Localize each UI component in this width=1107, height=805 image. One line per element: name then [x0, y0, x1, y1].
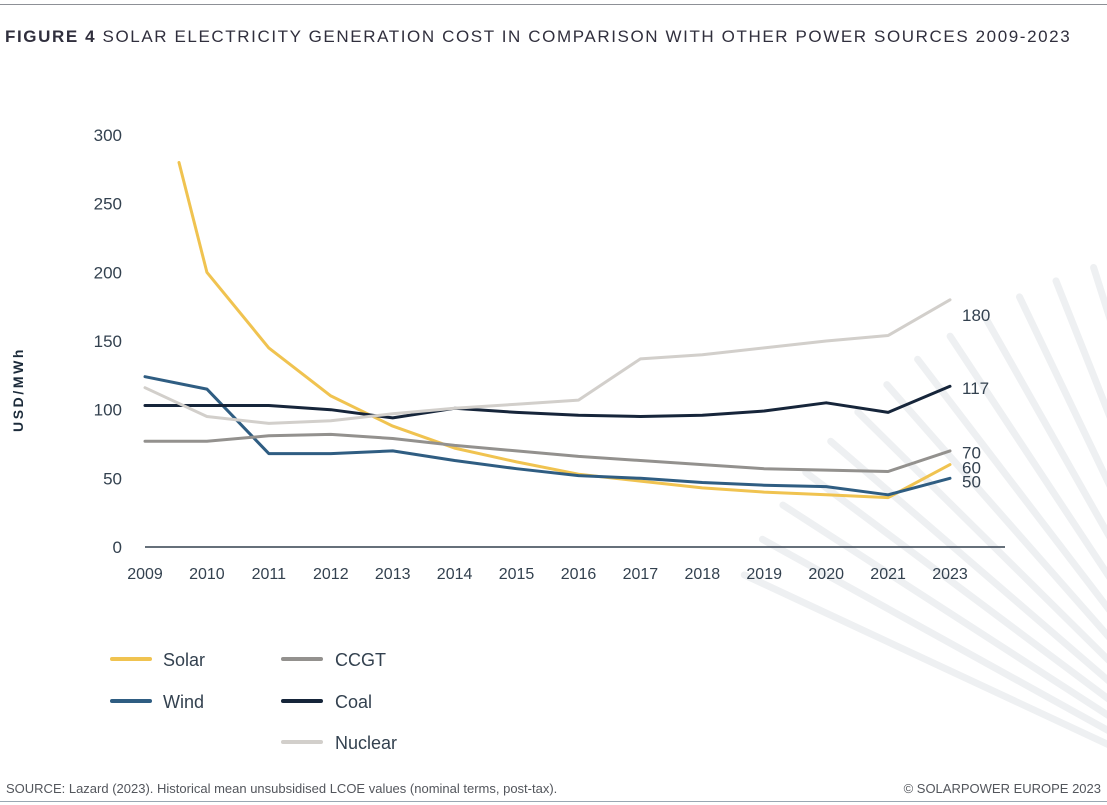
svg-text:2020: 2020: [808, 566, 844, 583]
svg-text:50: 50: [962, 473, 981, 492]
svg-text:50: 50: [103, 469, 122, 488]
svg-text:© SOLARPOWER EUROPE 2023: © SOLARPOWER EUROPE 2023: [904, 781, 1101, 796]
svg-text:SOURCE: Lazard (2023). Histori: SOURCE: Lazard (2023). Historical mean u…: [6, 781, 557, 796]
svg-text:Wind: Wind: [163, 692, 204, 712]
svg-text:2023: 2023: [932, 566, 968, 583]
svg-text:180: 180: [962, 306, 990, 325]
svg-text:2017: 2017: [623, 566, 659, 583]
svg-text:2009: 2009: [127, 566, 163, 583]
svg-text:2016: 2016: [561, 566, 597, 583]
svg-text:250: 250: [94, 195, 122, 214]
svg-text:100: 100: [94, 401, 122, 420]
svg-text:2013: 2013: [375, 566, 411, 583]
svg-text:2018: 2018: [685, 566, 721, 583]
svg-text:Coal: Coal: [335, 692, 372, 712]
svg-text:0: 0: [113, 538, 122, 557]
svg-text:117: 117: [962, 379, 989, 398]
svg-text:2010: 2010: [189, 566, 225, 583]
svg-text:CCGT: CCGT: [335, 650, 386, 670]
svg-text:300: 300: [94, 126, 122, 145]
svg-text:2012: 2012: [313, 566, 349, 583]
svg-text:2021: 2021: [870, 566, 906, 583]
svg-text:2015: 2015: [499, 566, 535, 583]
svg-text:2011: 2011: [252, 566, 287, 583]
svg-text:Nuclear: Nuclear: [335, 733, 397, 753]
svg-text:200: 200: [94, 263, 122, 282]
svg-text:2019: 2019: [746, 566, 782, 583]
svg-text:150: 150: [94, 332, 122, 351]
svg-text:2014: 2014: [437, 566, 473, 583]
svg-text:Solar: Solar: [163, 650, 205, 670]
